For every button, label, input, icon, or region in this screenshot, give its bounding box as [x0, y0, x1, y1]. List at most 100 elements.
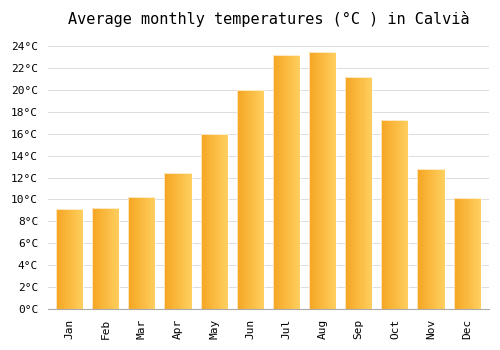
Bar: [350, 77, 352, 309]
Bar: [420, 169, 422, 309]
Bar: [431, 169, 432, 309]
Bar: [238, 90, 240, 309]
Bar: [298, 55, 300, 309]
Bar: [174, 173, 176, 309]
Bar: [454, 198, 455, 309]
Bar: [216, 134, 217, 309]
Bar: [128, 197, 130, 309]
Bar: [80, 209, 82, 309]
Bar: [470, 198, 472, 309]
Bar: [456, 198, 458, 309]
Bar: [213, 134, 214, 309]
Bar: [154, 197, 156, 309]
Bar: [78, 209, 79, 309]
Bar: [432, 169, 434, 309]
Bar: [71, 209, 72, 309]
Bar: [368, 77, 370, 309]
Bar: [92, 208, 94, 309]
Bar: [254, 90, 256, 309]
Bar: [143, 197, 144, 309]
Bar: [130, 197, 131, 309]
Bar: [200, 134, 228, 309]
Bar: [108, 208, 110, 309]
Bar: [285, 55, 286, 309]
Bar: [240, 90, 241, 309]
Bar: [221, 134, 222, 309]
Bar: [292, 55, 293, 309]
Bar: [406, 119, 407, 309]
Bar: [206, 134, 208, 309]
Bar: [66, 209, 67, 309]
Bar: [367, 77, 368, 309]
Bar: [427, 169, 428, 309]
Bar: [284, 55, 285, 309]
Bar: [458, 198, 459, 309]
Bar: [135, 197, 136, 309]
Bar: [290, 55, 292, 309]
Bar: [225, 134, 226, 309]
Bar: [276, 55, 277, 309]
Bar: [172, 173, 174, 309]
Bar: [210, 134, 212, 309]
Bar: [324, 52, 326, 309]
Bar: [116, 208, 118, 309]
Bar: [399, 119, 400, 309]
Bar: [454, 198, 481, 309]
Bar: [422, 169, 423, 309]
Bar: [106, 208, 107, 309]
Bar: [185, 173, 186, 309]
Bar: [440, 169, 442, 309]
Bar: [68, 209, 70, 309]
Bar: [104, 208, 106, 309]
Bar: [170, 173, 171, 309]
Bar: [136, 197, 138, 309]
Bar: [345, 77, 372, 309]
Bar: [289, 55, 290, 309]
Bar: [82, 209, 83, 309]
Bar: [358, 77, 360, 309]
Bar: [146, 197, 148, 309]
Bar: [202, 134, 203, 309]
Bar: [370, 77, 371, 309]
Bar: [436, 169, 438, 309]
Bar: [95, 208, 96, 309]
Bar: [70, 209, 71, 309]
Bar: [428, 169, 430, 309]
Bar: [335, 52, 336, 309]
Bar: [190, 173, 192, 309]
Bar: [220, 134, 221, 309]
Bar: [455, 198, 456, 309]
Bar: [384, 119, 386, 309]
Bar: [345, 77, 346, 309]
Bar: [460, 198, 462, 309]
Bar: [56, 209, 83, 309]
Bar: [67, 209, 68, 309]
Bar: [212, 134, 213, 309]
Bar: [273, 55, 274, 309]
Bar: [309, 52, 336, 309]
Bar: [250, 90, 252, 309]
Bar: [115, 208, 116, 309]
Bar: [274, 55, 276, 309]
Bar: [262, 90, 264, 309]
Bar: [260, 90, 261, 309]
Bar: [468, 198, 470, 309]
Bar: [462, 198, 463, 309]
Bar: [334, 52, 335, 309]
Bar: [184, 173, 185, 309]
Bar: [293, 55, 294, 309]
Bar: [310, 52, 312, 309]
Bar: [261, 90, 262, 309]
Bar: [443, 169, 444, 309]
Bar: [474, 198, 476, 309]
Bar: [277, 55, 278, 309]
Bar: [236, 90, 264, 309]
Bar: [252, 90, 253, 309]
Bar: [58, 209, 60, 309]
Bar: [107, 208, 108, 309]
Bar: [214, 134, 216, 309]
Bar: [400, 119, 402, 309]
Bar: [326, 52, 328, 309]
Bar: [245, 90, 246, 309]
Bar: [418, 169, 444, 309]
